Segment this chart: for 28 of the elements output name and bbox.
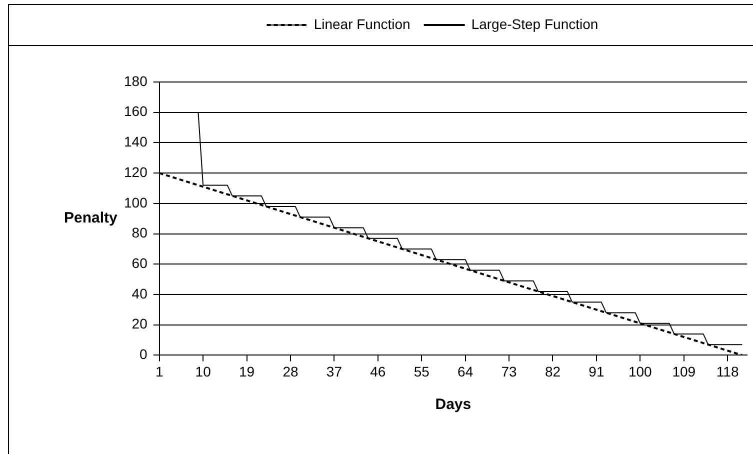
x-tick-label: 19 [238,363,255,380]
x-tick-label: 1 [155,363,164,380]
y-tick-label: 100 [124,194,148,210]
y-tick-label: 120 [124,164,148,180]
legend-label: Linear Function [314,16,410,32]
y-tick-label: 160 [124,103,148,120]
x-tick-label: 109 [672,363,696,380]
x-tick-label: 91 [588,363,604,380]
x-tick-label: 82 [544,363,561,380]
y-tick-label: 0 [140,346,148,362]
y-tick-label: 80 [132,224,148,241]
x-tick-label: 10 [195,363,212,380]
x-tick-label: 64 [458,363,474,380]
y-tick-label: 40 [132,285,148,302]
x-tick-label: 55 [414,363,430,380]
x-tick-label: 100 [628,363,652,380]
y-tick-label: 20 [132,316,148,332]
legend-label: Large-Step Function [471,16,598,32]
x-tick-label: 118 [716,363,739,380]
y-tick-label: 140 [124,134,148,150]
y-tick-label: 60 [132,254,148,271]
x-tick-label: 28 [282,363,298,380]
y-tick-label: 180 [124,72,148,89]
x-tick-label: 73 [501,363,518,380]
x-axis-title: Days [435,396,472,414]
x-tick-label: 46 [370,363,386,380]
y-axis-title: Penalty [64,210,118,227]
x-tick-label: 37 [326,363,342,380]
